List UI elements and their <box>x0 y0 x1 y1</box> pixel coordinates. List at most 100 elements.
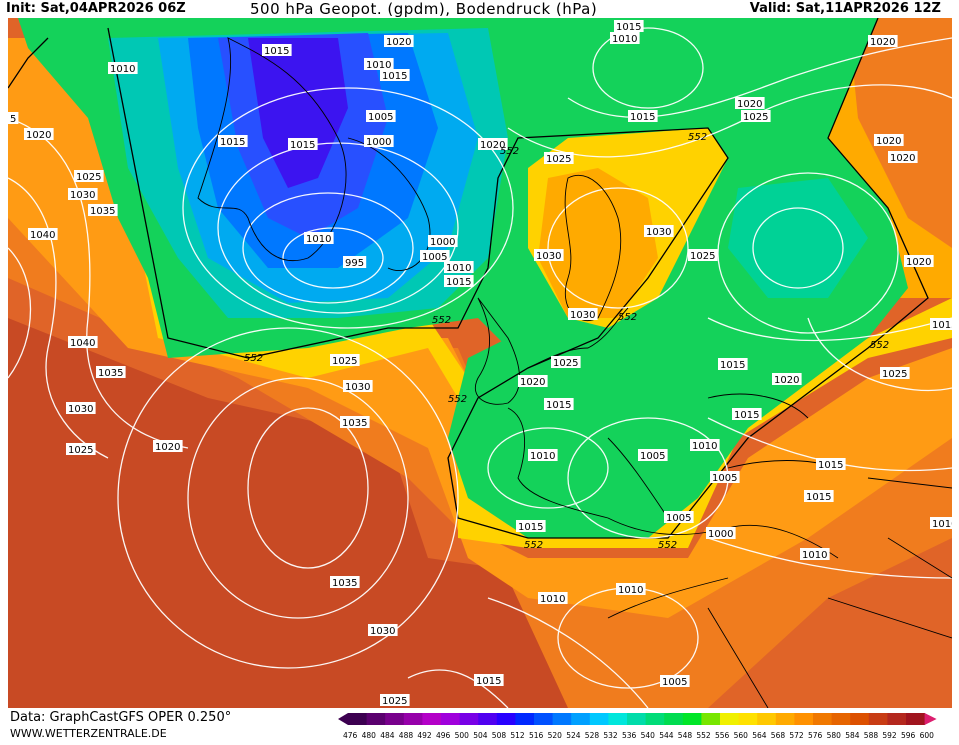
legend-tick-label: 476 <box>343 731 358 740</box>
isoline-label: 552 <box>448 394 467 405</box>
pressure-label: 5 <box>8 112 19 125</box>
svg-text:1030: 1030 <box>536 251 561 262</box>
pressure-label: 1015 <box>474 674 504 687</box>
svg-text:1040: 1040 <box>30 230 55 241</box>
legend-swatch <box>775 713 795 725</box>
legend-tick-label: 540 <box>641 731 656 740</box>
weather-map-canvas: 1015101010201015101010101015102010201005… <box>8 18 952 708</box>
pressure-labels: 1015101010201015101010101015102010201005… <box>8 20 952 707</box>
svg-text:1020: 1020 <box>774 375 799 386</box>
svg-text:995: 995 <box>345 258 364 269</box>
svg-text:1005: 1005 <box>422 252 447 263</box>
legend-tick-label: 544 <box>659 731 674 740</box>
pressure-label: 1010 <box>616 583 646 596</box>
svg-text:1035: 1035 <box>342 418 367 429</box>
svg-text:1015: 1015 <box>290 140 315 151</box>
pressure-label: 1025 <box>74 170 104 183</box>
field-orange-russia-2 <box>848 18 952 248</box>
pressure-label: 1025 <box>688 249 718 262</box>
legend-tick-label: 532 <box>603 731 618 740</box>
legend-swatch <box>441 713 461 725</box>
legend-swatch <box>366 713 386 725</box>
pressure-label: 1005 <box>420 250 450 263</box>
legend-swatch <box>403 713 423 725</box>
pressure-label: 1020 <box>874 134 904 147</box>
pressure-label: 1025 <box>544 152 574 165</box>
pressure-label: 1005 <box>366 110 396 123</box>
legend-tick-label: 516 <box>529 731 544 740</box>
svg-text:1015: 1015 <box>382 71 407 82</box>
legend-tick-label: 528 <box>585 731 600 740</box>
svg-text:1020: 1020 <box>26 130 51 141</box>
pressure-label: 1010 <box>930 517 952 530</box>
legend-swatch <box>682 713 702 725</box>
pressure-label: 1000 <box>364 135 394 148</box>
svg-text:1030: 1030 <box>646 227 671 238</box>
svg-text:1005: 1005 <box>666 513 691 524</box>
svg-text:1025: 1025 <box>382 696 407 707</box>
legend-swatch <box>720 713 740 725</box>
svg-text:1020: 1020 <box>386 37 411 48</box>
svg-text:1015: 1015 <box>932 320 952 331</box>
isoline-552-west <box>8 37 49 89</box>
pressure-label: 1000 <box>706 527 736 540</box>
svg-text:1015: 1015 <box>476 676 501 687</box>
svg-text:1025: 1025 <box>68 445 93 456</box>
site-url[interactable]: WWW.WETTERZENTRALE.DE <box>10 727 167 740</box>
pressure-label: 1015 <box>718 358 748 371</box>
svg-text:1005: 1005 <box>640 451 665 462</box>
svg-text:1015: 1015 <box>220 137 245 148</box>
isoline-label: 552 <box>618 312 637 323</box>
isoline-552-labels: 552 552 552 552 552 552 552 552 552 <box>244 132 889 551</box>
pressure-label: 1020 <box>384 35 414 48</box>
pressure-label: 1025 <box>880 367 910 380</box>
pressure-label: 1030 <box>68 188 98 201</box>
svg-text:1010: 1010 <box>802 550 827 561</box>
svg-text:1040: 1040 <box>70 338 95 349</box>
legend-tick-label: 484 <box>380 731 395 740</box>
isoline-label: 552 <box>870 340 889 351</box>
field-violet <box>248 38 348 188</box>
pressure-label: 1040 <box>68 336 98 349</box>
legend-swatch <box>738 713 758 725</box>
svg-text:1020: 1020 <box>480 140 505 151</box>
legend-swatch <box>664 713 684 725</box>
svg-text:1030: 1030 <box>70 190 95 201</box>
init-time: Init: Sat,04APR2026 06Z <box>6 1 186 16</box>
color-legend-bar: 476 480 484 488 492 496 500 504 508 512 516 520 524 5… <box>338 713 937 740</box>
pressure-label: 1005 <box>638 449 668 462</box>
pressure-label: 1010 <box>444 261 474 274</box>
svg-text:1030: 1030 <box>68 404 93 415</box>
pressure-label: 1020 <box>904 255 934 268</box>
pressure-label: 1010 <box>690 439 720 452</box>
pressure-label: 1010 <box>800 548 830 561</box>
svg-text:1015: 1015 <box>720 360 745 371</box>
pressure-label: 1010 <box>538 592 568 605</box>
svg-text:1010: 1010 <box>366 60 391 71</box>
legend-swatch <box>757 713 777 725</box>
legend-swatch <box>478 713 498 725</box>
svg-text:1010: 1010 <box>446 263 471 274</box>
legend-tick-label: 508 <box>492 731 507 740</box>
svg-text:1015: 1015 <box>546 400 571 411</box>
svg-text:1010: 1010 <box>692 441 717 452</box>
legend-tick-label: 572 <box>789 731 804 740</box>
legend-tick-label: 548 <box>678 731 693 740</box>
legend-tick-label: 488 <box>399 731 414 740</box>
pressure-label: 1015 <box>614 20 644 33</box>
valid-time: Valid: Sat,11APR2026 12Z <box>749 1 941 16</box>
legend-tick-label: 552 <box>696 731 711 740</box>
svg-text:1010: 1010 <box>306 234 331 245</box>
weather-map[interactable]: 1015 1010 1020 1015 1010 1010 1015 1020 1020 1005… <box>8 18 952 708</box>
legend-swatch <box>515 713 535 725</box>
pressure-label: 1005 <box>664 511 694 524</box>
pressure-label: 1010 <box>528 449 558 462</box>
pressure-label: 1005 <box>710 471 740 484</box>
svg-text:1025: 1025 <box>546 154 571 165</box>
svg-text:1025: 1025 <box>332 356 357 367</box>
isoline-label: 552 <box>658 540 677 551</box>
legend-tick-label: 592 <box>882 731 897 740</box>
pressure-label: 1000 <box>428 235 458 248</box>
pressure-label: 1030 <box>66 402 96 415</box>
legend-tick-label: 560 <box>734 731 749 740</box>
